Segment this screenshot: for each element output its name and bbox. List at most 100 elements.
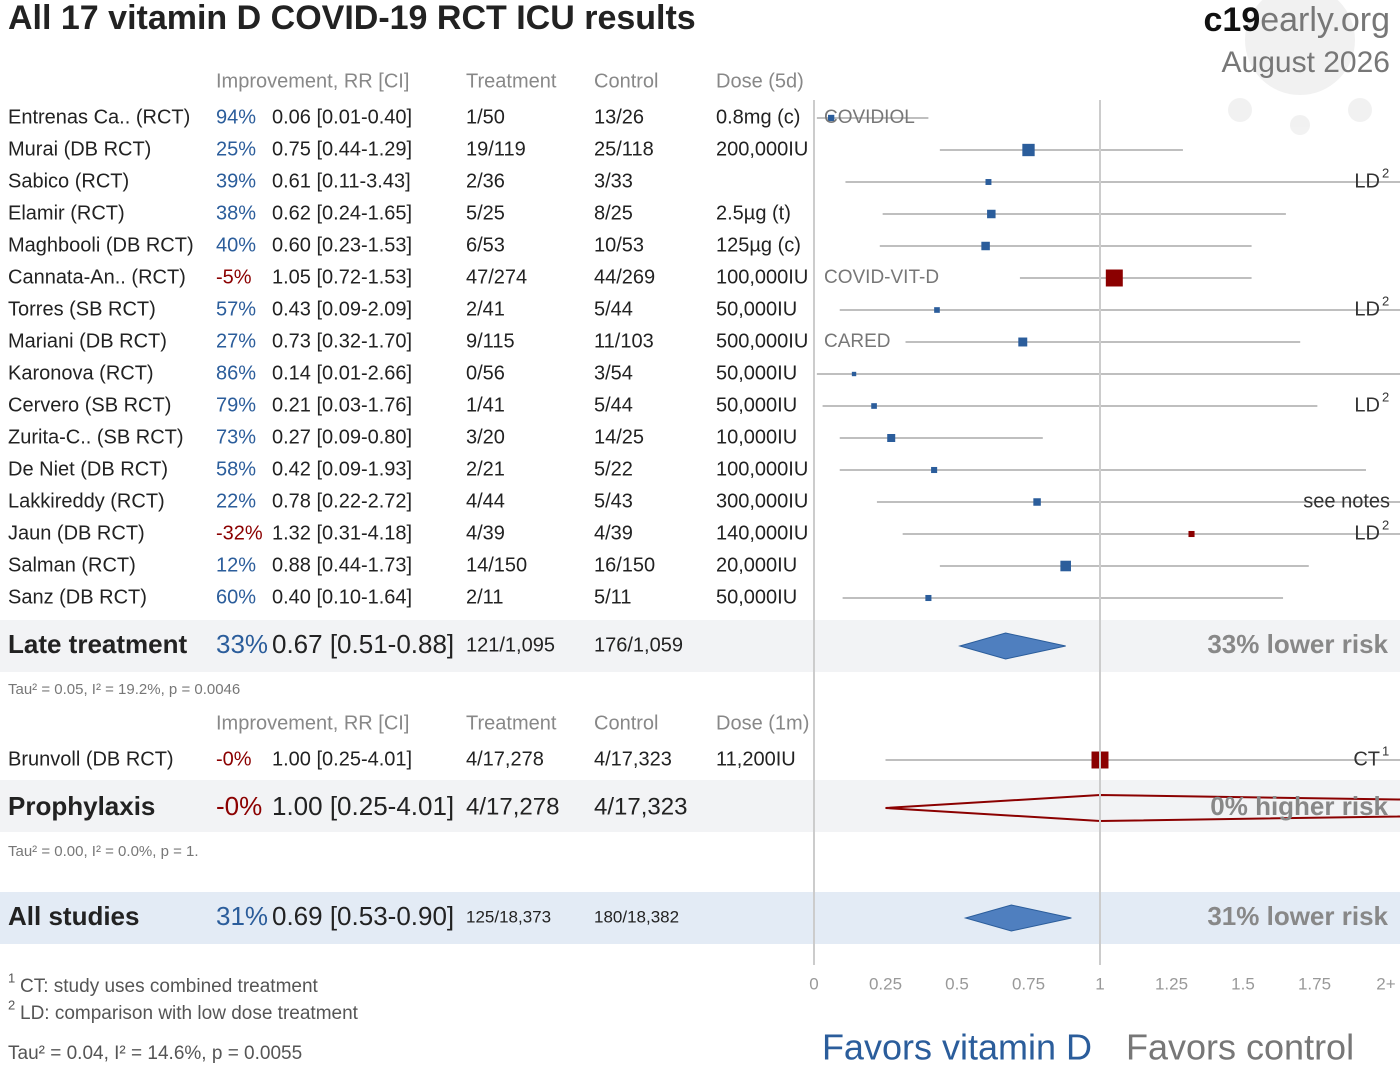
rr-ci: 0.61 [0.11-3.43]: [272, 170, 411, 192]
improvement: 27%: [216, 330, 256, 352]
dose: 100,000IU: [716, 458, 808, 480]
column-header: Dose (1m): [716, 712, 809, 734]
footnote-sup: 1: [8, 970, 15, 985]
dose: 50,000IU: [716, 394, 797, 416]
treatment: 47/274: [466, 266, 527, 288]
study-name: Sabico (RCT): [8, 170, 129, 192]
rr-ci: 1.05 [0.72-1.53]: [272, 266, 412, 288]
control: 5/11: [594, 586, 631, 608]
plot-area: [816, 114, 1400, 932]
study-name: Murai (DB RCT): [8, 138, 151, 160]
brand-bold: c19: [1204, 1, 1261, 39]
favors-right: Favors control: [1126, 1027, 1354, 1068]
study-marker: [851, 371, 857, 377]
note-sup: 2: [1382, 165, 1389, 180]
study-name: Late treatment: [8, 629, 187, 659]
rr-ci: 0.40 [0.10-1.64]: [272, 586, 412, 608]
study-name: Brunvoll (DB RCT): [8, 748, 174, 770]
treatment: 1/50: [466, 106, 505, 128]
control: 25/118: [594, 138, 654, 160]
treatment: 9/115: [466, 330, 515, 352]
improvement: 12%: [216, 554, 256, 576]
prophylaxis-band: [0, 780, 1400, 832]
dose: 125µg (c): [716, 234, 801, 256]
control: 16/150: [594, 554, 655, 576]
control: 3/54: [594, 362, 633, 384]
improvement: 22%: [216, 490, 256, 512]
study-name: Karonova (RCT): [8, 362, 154, 384]
study-name: Torres (SB RCT): [8, 298, 156, 320]
study-marker: [827, 114, 835, 122]
control: 3/33: [594, 170, 633, 192]
study-marker: [981, 241, 990, 251]
study-note: see notes: [1303, 490, 1390, 512]
dose: 50,000IU: [716, 362, 797, 384]
study-name: All studies: [8, 901, 139, 931]
trial-name: CARED: [824, 331, 891, 352]
column-header: Treatment: [466, 712, 557, 734]
column-header: Improvement, RR [CI]: [216, 712, 409, 734]
favors-left: Favors vitamin D: [822, 1027, 1092, 1068]
column-header: Improvement, RR [CI]: [216, 70, 409, 92]
rr-ci: 0.73 [0.32-1.70]: [272, 330, 412, 352]
improvement: 60%: [216, 586, 256, 608]
study-marker: [887, 434, 896, 442]
rr-ci: 1.00 [0.25-4.01]: [272, 748, 412, 770]
x-tick-label: 0.25: [869, 974, 902, 993]
rr-ci: 0.43 [0.09-2.09]: [272, 298, 412, 320]
x-tick-label: 2+: [1376, 974, 1395, 993]
control: 5/44: [594, 394, 633, 416]
treatment: 2/41: [466, 298, 505, 320]
study-marker: [1018, 337, 1028, 347]
treatment: 4/44: [466, 490, 505, 512]
dose: 50,000IU: [716, 298, 797, 320]
control: 180/18,382: [594, 907, 679, 926]
study-marker: [1060, 560, 1071, 572]
study-name: Cervero (SB RCT): [8, 394, 171, 416]
control: 4/39: [594, 522, 633, 544]
rr-ci: 1.00 [0.25-4.01]: [272, 791, 454, 821]
dose: 2.5µg (t): [716, 202, 791, 224]
summary-diamond: [958, 632, 1066, 660]
risk-text: 33% lower risk: [1207, 629, 1388, 659]
study-name: Prophylaxis: [8, 791, 155, 821]
rr-ci: 1.32 [0.31-4.18]: [272, 522, 412, 544]
rr-ci: 0.21 [0.03-1.76]: [272, 394, 412, 416]
study-name: De Niet (DB RCT): [8, 458, 168, 480]
risk-text: 0% higher risk: [1210, 791, 1388, 821]
treatment: 0/56: [466, 362, 505, 384]
study-marker: [931, 466, 938, 474]
study-note: LD: [1354, 394, 1380, 416]
study-note: CT: [1353, 748, 1380, 770]
dose: 50,000IU: [716, 586, 797, 608]
improvement: 38%: [216, 202, 256, 224]
control: 44/269: [594, 266, 655, 288]
improvement: -0%: [216, 791, 262, 821]
study-name: Cannata-An.. (RCT): [8, 266, 186, 288]
dose: 500,000IU: [716, 330, 808, 352]
treatment: 6/53: [466, 234, 505, 256]
control: 14/25: [594, 426, 644, 448]
dose: 11,200IU: [716, 748, 796, 770]
study-marker: [1022, 143, 1035, 157]
treatment: 4/39: [466, 522, 505, 544]
rr-ci: 0.88 [0.44-1.73]: [272, 554, 412, 576]
study-note: LD: [1354, 170, 1380, 192]
treatment: 125/18,373: [466, 907, 551, 926]
study-marker: [985, 179, 992, 185]
study-marker: [1033, 498, 1041, 506]
rr-ci: 0.06 [0.01-0.40]: [272, 106, 412, 128]
group-stats: Tau² = 0.05, I² = 19.2%, p = 0.0046: [8, 681, 240, 698]
study-marker: [987, 209, 996, 219]
x-tick-label: 1.5: [1231, 974, 1255, 993]
rr-ci: 0.14 [0.01-2.66]: [272, 362, 412, 384]
study-marker: [871, 403, 877, 409]
rr-ci: 0.78 [0.22-2.72]: [272, 490, 412, 512]
study-name: Jaun (DB RCT): [8, 522, 145, 544]
late-band: [0, 620, 1400, 672]
improvement: 58%: [216, 458, 256, 480]
control: 8/25: [594, 202, 633, 224]
column-header: Control: [594, 70, 658, 92]
column-header: Dose (5d): [716, 70, 804, 92]
control: 4/17,323: [594, 748, 672, 770]
